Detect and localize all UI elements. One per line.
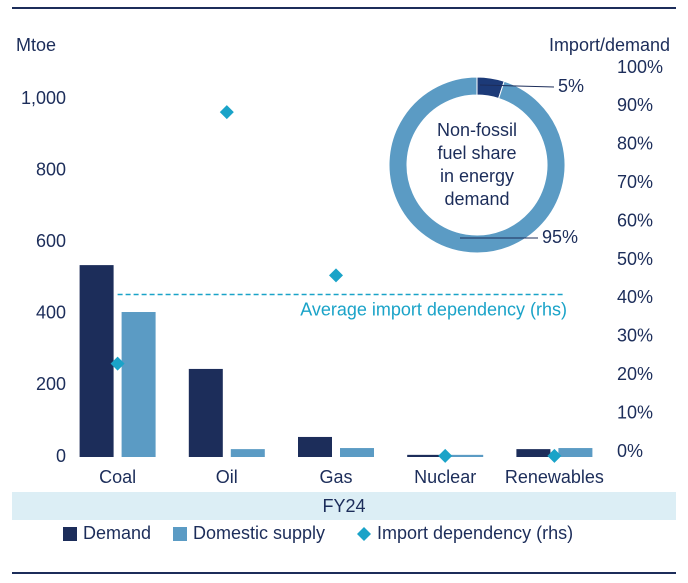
y2-tick-label: 90%	[617, 95, 653, 115]
x-axis-title: FY24	[322, 496, 365, 516]
donut-center-text: demand	[444, 189, 509, 209]
y2-tick-label: 30%	[617, 326, 653, 346]
y2-axis-title: Import/demand	[549, 35, 670, 55]
x-axis-band	[12, 492, 676, 520]
bar	[558, 448, 593, 457]
y2-tick-label: 20%	[617, 364, 653, 384]
y-tick-label: 1,000	[21, 88, 66, 108]
y-tick-label: 600	[36, 231, 66, 251]
donut-value-label: 5%	[558, 76, 584, 96]
donut-center-text: fuel share	[437, 143, 516, 163]
donut-center-text: in energy	[440, 166, 514, 186]
bar	[188, 368, 223, 457]
donut-value-label: 95%	[542, 227, 578, 247]
y2-tick-label: 80%	[617, 134, 653, 154]
x-tick-label: Nuclear	[414, 467, 476, 487]
y2-tick-label: 50%	[617, 249, 653, 269]
y2-tick-label: 70%	[617, 172, 653, 192]
bar	[516, 449, 551, 457]
bar	[230, 449, 265, 457]
y2-tick-label: 0%	[617, 441, 643, 461]
donut-center-text: Non-fossil	[437, 120, 517, 140]
bar	[79, 265, 114, 457]
x-tick-label: Coal	[99, 467, 136, 487]
diamond-marker	[329, 268, 343, 283]
x-tick-label: Renewables	[505, 467, 604, 487]
y-tick-label: 0	[56, 446, 66, 466]
bar	[298, 436, 332, 457]
bar	[449, 454, 484, 457]
y2-tick-label: 60%	[617, 210, 653, 230]
y2-tick-label: 100%	[617, 57, 663, 77]
donut-segment	[388, 76, 566, 254]
y2-tick-label: 40%	[617, 287, 653, 307]
legend-swatch	[357, 527, 371, 541]
reference-line-label: Average import dependency (rhs)	[300, 299, 567, 319]
x-tick-label: Oil	[216, 467, 238, 487]
y2-tick-label: 10%	[617, 402, 653, 422]
x-tick-label: Gas	[319, 467, 352, 487]
diamond-marker	[219, 105, 234, 120]
legend-swatch	[173, 527, 187, 541]
y-tick-label: 400	[36, 303, 66, 323]
legend-label: Domestic supply	[193, 523, 325, 543]
legend-swatch	[63, 527, 77, 541]
diamond-marker	[438, 448, 453, 463]
legend-label: Demand	[83, 523, 151, 543]
y-tick-label: 200	[36, 374, 66, 394]
donut-leader-line	[479, 84, 555, 88]
bar	[407, 454, 442, 457]
bar	[121, 312, 156, 457]
diamond-marker	[547, 448, 562, 463]
bar	[340, 448, 374, 457]
y-tick-label: 800	[36, 159, 66, 179]
legend-label: Import dependency (rhs)	[377, 523, 573, 543]
diamond-marker	[110, 356, 125, 371]
y-axis-title: Mtoe	[16, 35, 56, 55]
